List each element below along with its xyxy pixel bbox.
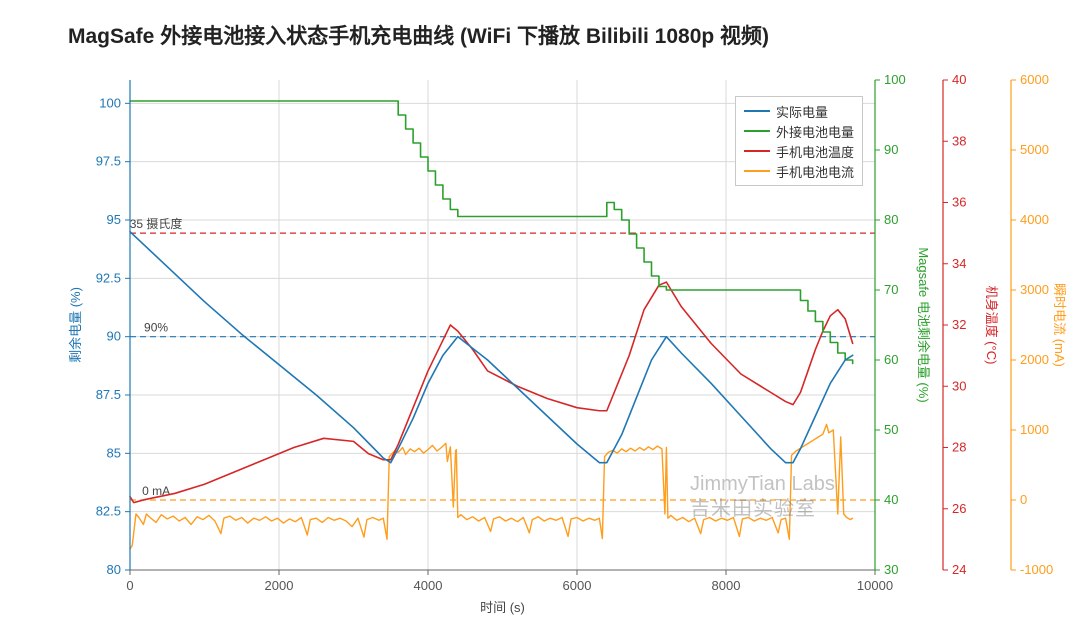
svg-text:30: 30 [952,378,966,393]
legend-label: 手机电池电流 [776,162,854,181]
svg-text:85: 85 [107,445,121,460]
y-axis-label-y1: 剩余电量 (%) [68,287,83,363]
svg-text:6000: 6000 [1020,72,1049,87]
y-axis-label-y3: 机身温度 (°C) [984,286,999,365]
svg-text:2000: 2000 [265,578,294,593]
svg-text:5000: 5000 [1020,142,1049,157]
svg-text:100: 100 [884,72,906,87]
legend-item-0: 实际电量 [744,101,854,121]
svg-text:90: 90 [107,329,121,344]
svg-text:6000: 6000 [563,578,592,593]
svg-text:40: 40 [884,492,898,507]
legend-swatch [744,170,770,172]
legend-swatch [744,150,770,152]
svg-text:82.5: 82.5 [96,504,121,519]
svg-text:50: 50 [884,422,898,437]
y-axis-label-y4: 瞬时电流 (mA) [1052,283,1067,367]
svg-text:80: 80 [884,212,898,227]
svg-text:90: 90 [884,142,898,157]
svg-text:3000: 3000 [1020,282,1049,297]
svg-text:1000: 1000 [1020,422,1049,437]
svg-text:24: 24 [952,562,966,577]
svg-text:10000: 10000 [857,578,893,593]
svg-text:38: 38 [952,133,966,148]
legend-item-2: 手机电池温度 [744,141,854,161]
svg-text:34: 34 [952,256,966,271]
svg-text:95: 95 [107,212,121,227]
svg-text:28: 28 [952,440,966,455]
svg-text:97.5: 97.5 [96,154,121,169]
svg-text:32: 32 [952,317,966,332]
svg-text:60: 60 [884,352,898,367]
svg-text:0: 0 [1020,492,1027,507]
svg-text:-1000: -1000 [1020,562,1053,577]
legend-item-3: 手机电池电流 [744,161,854,181]
svg-text:26: 26 [952,501,966,516]
svg-text:4000: 4000 [1020,212,1049,227]
legend-label: 实际电量 [776,102,828,121]
svg-text:87.5: 87.5 [96,387,121,402]
x-axis-label: 时间 (s) [480,600,525,615]
refline-label-temp_35: 35 摄氏度 [130,216,183,231]
svg-text:8000: 8000 [712,578,741,593]
svg-text:4000: 4000 [414,578,443,593]
legend: 实际电量外接电池电量手机电池温度手机电池电流 [735,96,863,186]
svg-text:30: 30 [884,562,898,577]
legend-swatch [744,110,770,112]
legend-label: 手机电池温度 [776,142,854,161]
legend-item-1: 外接电池电量 [744,121,854,141]
svg-text:40: 40 [952,72,966,87]
svg-text:0: 0 [126,578,133,593]
svg-text:80: 80 [107,562,121,577]
refline-label-pct_90: 90% [144,321,168,335]
chart-canvas: 35 摄氏度90%0 mA0200040006000800010000时间 (s… [0,0,1080,630]
svg-text:100: 100 [99,95,121,110]
svg-text:70: 70 [884,282,898,297]
y-axis-label-y2: Magsafe 电池剩余电量 (%) [916,247,931,402]
svg-text:36: 36 [952,195,966,210]
svg-text:92.5: 92.5 [96,270,121,285]
legend-swatch [744,130,770,132]
legend-label: 外接电池电量 [776,122,854,141]
svg-text:2000: 2000 [1020,352,1049,367]
